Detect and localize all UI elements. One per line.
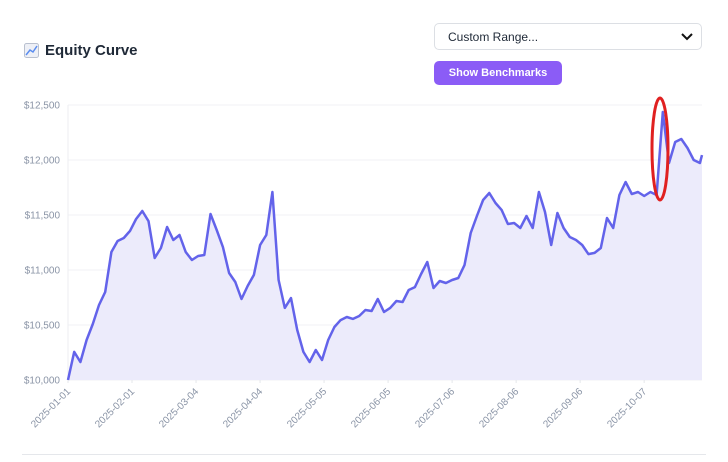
title-text: Equity Curve [45,42,138,59]
x-tick-label: 2025-08-06 [477,386,521,430]
area [68,112,702,380]
range-select[interactable]: Custom Range... [434,23,702,50]
x-tick-label: 2025-09-06 [541,386,585,430]
x-tick-label: 2025-03-04 [157,386,201,430]
y-tick-label: $10,000 [24,376,61,387]
equity-line [66,110,704,381]
chart-icon [24,43,39,58]
y-tick-label: $12,000 [24,156,61,167]
y-tick-label: $11,500 [25,211,61,222]
x-tick-label: 2025-06-05 [349,386,393,430]
divider [22,454,706,455]
x-tick-label: 2025-04-04 [221,386,265,430]
button-text: Show Benchmarks [448,67,548,79]
benchmarks-button[interactable]: Show Benchmarks [434,61,562,85]
range-select-text: Custom Range... [448,29,539,44]
y-tick-label: $12,500 [24,101,61,112]
y-tick-label: $10,500 [24,321,61,332]
y-tick-label: $11,000 [25,266,61,277]
x-tick-label: 2025-10-07 [605,386,649,430]
chevron [681,33,693,41]
x-tick-label: 2025-07-06 [413,386,457,430]
x-tick-label: 2025-02-01 [93,386,137,430]
x-tick-label: 2025-05-05 [285,386,329,430]
x-tick-label: 2025-01-01 [29,386,73,430]
highlight-ellipse [650,96,670,202]
title: Equity Curve [24,42,138,59]
